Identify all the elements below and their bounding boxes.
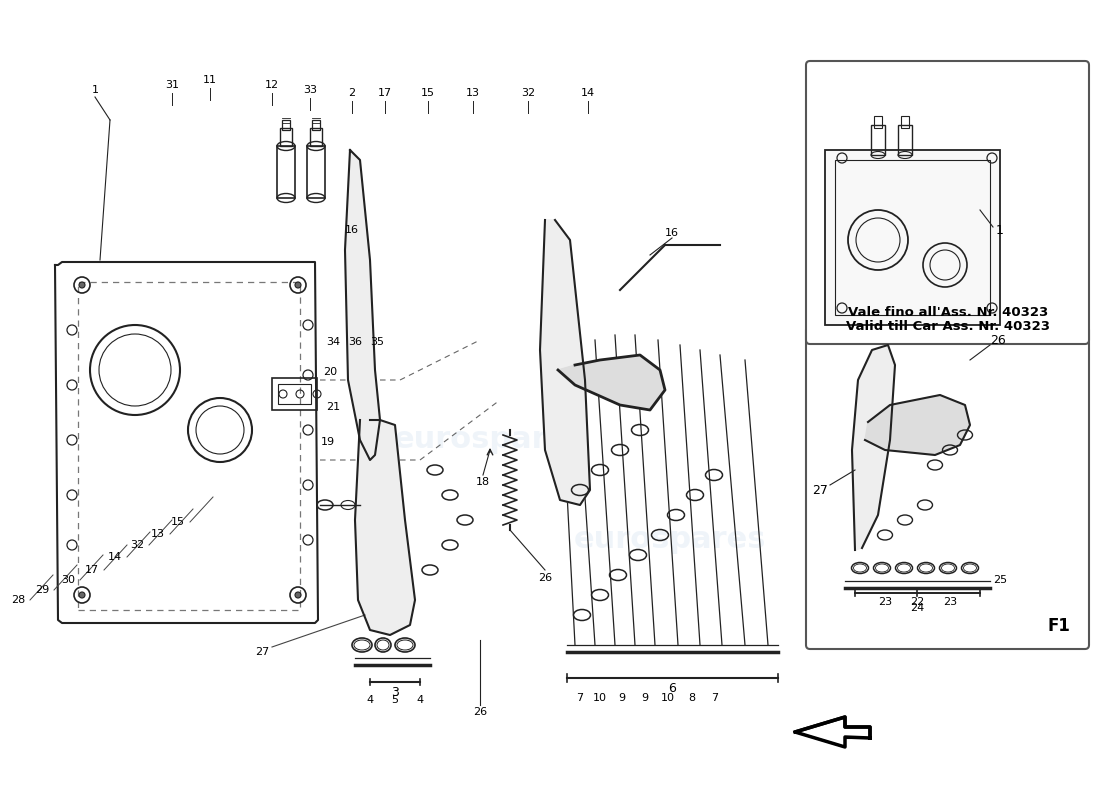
Text: 30: 30 xyxy=(60,575,75,585)
Text: eurospares: eurospares xyxy=(574,526,767,554)
Text: 27: 27 xyxy=(812,483,828,497)
Polygon shape xyxy=(540,220,590,505)
Text: 29: 29 xyxy=(35,585,50,595)
Bar xyxy=(282,120,290,130)
Text: 4: 4 xyxy=(417,695,424,705)
Polygon shape xyxy=(865,395,970,455)
Text: 26: 26 xyxy=(473,707,487,717)
Text: 6: 6 xyxy=(668,682,675,694)
FancyBboxPatch shape xyxy=(806,61,1089,344)
Text: 4: 4 xyxy=(366,695,374,705)
Text: 28: 28 xyxy=(11,595,25,605)
Text: 26: 26 xyxy=(990,334,1005,346)
Text: 2: 2 xyxy=(349,88,355,98)
Bar xyxy=(278,384,311,404)
Polygon shape xyxy=(558,355,666,410)
Text: 15: 15 xyxy=(170,517,185,527)
Bar xyxy=(307,146,324,198)
Text: 21: 21 xyxy=(326,402,340,412)
Bar xyxy=(874,116,882,128)
FancyBboxPatch shape xyxy=(806,326,1089,649)
Polygon shape xyxy=(55,262,318,623)
Text: 1: 1 xyxy=(997,223,1004,237)
Text: 24: 24 xyxy=(910,603,924,613)
Bar xyxy=(280,128,292,146)
Bar xyxy=(835,160,990,315)
Bar xyxy=(871,125,886,155)
Circle shape xyxy=(79,282,85,288)
Text: 18: 18 xyxy=(476,477,491,487)
Text: 9: 9 xyxy=(618,693,626,703)
Text: 32: 32 xyxy=(130,540,144,550)
Text: eurospares: eurospares xyxy=(103,386,296,414)
Text: 25: 25 xyxy=(993,575,1008,585)
Text: 35: 35 xyxy=(370,337,384,347)
Text: 27: 27 xyxy=(255,647,270,657)
Text: F1: F1 xyxy=(1047,617,1070,635)
Polygon shape xyxy=(355,420,415,635)
Text: 3: 3 xyxy=(392,686,399,698)
Circle shape xyxy=(295,592,301,598)
Bar xyxy=(78,282,300,610)
Text: 9: 9 xyxy=(641,693,649,703)
Text: 10: 10 xyxy=(593,693,607,703)
Text: 11: 11 xyxy=(204,75,217,85)
Text: 20: 20 xyxy=(323,367,337,377)
Text: 23: 23 xyxy=(943,597,957,607)
Text: 13: 13 xyxy=(466,88,480,98)
Text: 14: 14 xyxy=(581,88,595,98)
Text: 8: 8 xyxy=(689,693,695,703)
Text: 7: 7 xyxy=(576,693,584,703)
Circle shape xyxy=(295,282,301,288)
Text: Vale fino all'Ass. Nr. 40323: Vale fino all'Ass. Nr. 40323 xyxy=(848,306,1048,318)
Text: 22: 22 xyxy=(910,597,924,607)
Text: 15: 15 xyxy=(421,88,434,98)
Bar xyxy=(825,150,1000,325)
Bar xyxy=(901,116,909,128)
Circle shape xyxy=(79,592,85,598)
Text: 31: 31 xyxy=(165,80,179,90)
Text: 32: 32 xyxy=(521,88,535,98)
Text: 14: 14 xyxy=(108,552,122,562)
Polygon shape xyxy=(795,717,870,747)
Text: 1: 1 xyxy=(91,85,99,95)
Text: 5: 5 xyxy=(392,695,398,705)
Bar xyxy=(310,128,322,146)
Polygon shape xyxy=(345,150,379,460)
Text: 23: 23 xyxy=(878,597,892,607)
Bar xyxy=(898,125,912,155)
Text: 17: 17 xyxy=(378,88,392,98)
Bar xyxy=(277,146,295,198)
Text: 16: 16 xyxy=(345,225,359,235)
Text: 33: 33 xyxy=(302,85,317,95)
Bar xyxy=(312,120,320,130)
Text: 12: 12 xyxy=(265,80,279,90)
Text: Valid till Car Ass. Nr. 40323: Valid till Car Ass. Nr. 40323 xyxy=(846,321,1050,334)
Text: 10: 10 xyxy=(661,693,675,703)
Text: eurospares: eurospares xyxy=(394,426,586,454)
Text: 34: 34 xyxy=(326,337,340,347)
Text: 17: 17 xyxy=(85,565,99,575)
Text: 16: 16 xyxy=(666,228,679,238)
Text: 13: 13 xyxy=(151,529,165,539)
Text: 7: 7 xyxy=(712,693,718,703)
Bar xyxy=(272,378,317,410)
Text: 36: 36 xyxy=(348,337,362,347)
Text: 19: 19 xyxy=(321,437,336,447)
Text: 26: 26 xyxy=(538,573,552,583)
Polygon shape xyxy=(852,345,895,550)
